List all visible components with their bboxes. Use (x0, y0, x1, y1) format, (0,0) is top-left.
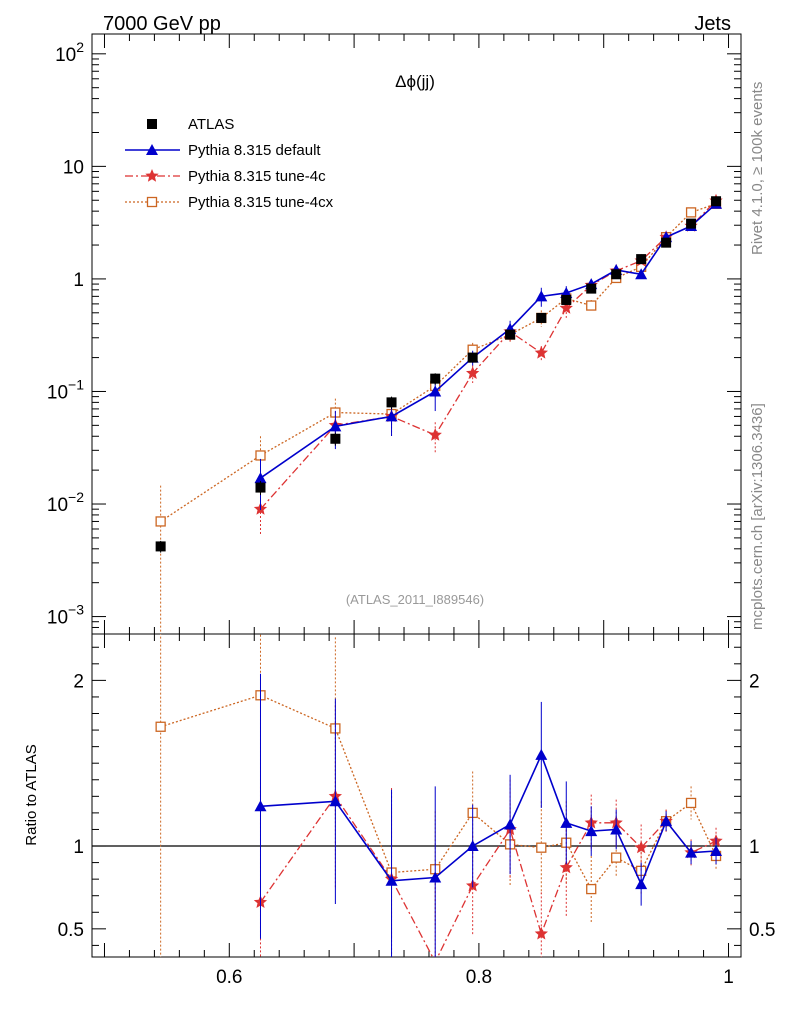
ratio-panel: 0.6 0.8 1 0.5 0.5 1 1 2 2 (58, 633, 775, 988)
ratio-marker-pythia-8-315-tune-4cx (611, 852, 622, 863)
ratio-marker-pythia-8-315-default (685, 846, 698, 858)
ratio-marker-pythia-8-315-default (635, 878, 648, 890)
series-line-pythia-8-315-tune-4cx (160, 203, 717, 522)
ratio-y-label: Ratio to ATLAS (23, 744, 40, 845)
ratio-marker-pythia-8-315-default (329, 795, 342, 807)
ratio-line-pythia-8-315-tune-4cx (160, 694, 717, 891)
marker-atlas (661, 237, 672, 248)
marker-pythia-8-315-default (429, 385, 442, 397)
marker-pythia-8-315-tune-4c (428, 428, 442, 441)
header-right: Jets (694, 13, 731, 35)
y-tick-label-main: 10 (63, 157, 84, 178)
legend-marker-pythia-8-315-tune-4c (145, 169, 159, 182)
marker-atlas (711, 196, 722, 207)
y-tick-label-ratio: 2 (73, 671, 84, 692)
series-line-pythia-8-315-tune-4c (260, 200, 717, 510)
ratio-marker-pythia-8-315-default (610, 823, 623, 835)
y-tick-label-ratio-right: 2 (749, 671, 760, 692)
legend-label-pythia-8-315-tune-4c: Pythia 8.315 tune-4c (188, 168, 326, 185)
y-tick-label-main: 10−1 (47, 376, 84, 403)
ratio-marker-pythia-8-315-tune-4cx (536, 842, 547, 853)
marker-atlas (467, 352, 478, 363)
marker-atlas (586, 283, 597, 294)
ratio-marker-pythia-8-315-default (466, 840, 479, 852)
analysis-tag: (ATLAS_2011_I889546) (346, 592, 484, 607)
ratio-frame-border (91, 633, 742, 958)
marker-atlas (505, 329, 516, 340)
marker-pythia-8-315-default (329, 420, 342, 432)
ratio-plot-area (155, 634, 723, 957)
y-tick-label-main: 10−3 (47, 602, 84, 629)
x-tick-label: 0.6 (216, 967, 242, 988)
ratio-marker-pythia-8-315-default (535, 748, 548, 760)
ratio-marker-pythia-8-315-tune-4cx (155, 721, 166, 732)
ratio-marker-pythia-8-315-default (504, 818, 517, 830)
ratio-marker-pythia-8-315-default (660, 815, 673, 827)
marker-atlas (611, 269, 622, 280)
x-tick-label: 0.8 (466, 967, 492, 988)
ratio-marker-pythia-8-315-default (585, 825, 598, 837)
series-line-pythia-8-315-default (260, 203, 717, 479)
header-left: 7000 GeV pp (103, 13, 221, 35)
marker-atlas (386, 397, 397, 408)
marker-pythia-8-315-tune-4c (466, 366, 480, 379)
chart-title: Δϕ(jj) (395, 72, 435, 91)
marker-atlas (430, 373, 441, 384)
legend-label-pythia-8-315-tune-4cx: Pythia 8.315 tune-4cx (188, 194, 334, 211)
legend: ATLAS Pythia 8.315 default Pythia 8.315 tu… (125, 116, 334, 211)
legend-marker-pythia-8-315-default (146, 144, 158, 155)
marker-pythia-8-315-default (635, 268, 648, 280)
y-tick-label-main: 1 (73, 270, 84, 291)
ratio-marker-pythia-8-315-tune-4c (634, 840, 648, 854)
legend-label-pythia-8-315-default: Pythia 8.315 default (188, 142, 321, 159)
ratio-marker-pythia-8-315-tune-4cx (586, 883, 597, 895)
marker-atlas (686, 218, 697, 229)
marker-pythia-8-315-tune-4c (559, 301, 573, 314)
legend-marker-atlas (147, 119, 157, 129)
ratio-marker-pythia-8-315-default (254, 800, 267, 812)
ratio-line-pythia-8-315-default (260, 752, 717, 887)
marker-atlas (561, 294, 572, 305)
y-tick-label-ratio-right: 0.5 (749, 920, 775, 941)
marker-atlas (255, 482, 266, 493)
main-panel: 10−3 10−2 10−1 1 10 102 (47, 33, 742, 635)
y-tick-label-ratio: 0.5 (58, 920, 84, 941)
marker-atlas (155, 541, 166, 552)
marker-atlas (636, 254, 647, 265)
marker-pythia-8-315-tune-4cx (685, 207, 697, 218)
x-tick-label: 1 (723, 967, 734, 988)
ratio-marker-pythia-8-315-default (560, 816, 573, 828)
marker-atlas (536, 312, 547, 323)
marker-atlas (330, 433, 341, 444)
y-tick-label-ratio: 1 (73, 837, 84, 858)
ratio-marker-pythia-8-315-tune-4c (559, 860, 573, 874)
main-plot-area (155, 193, 723, 634)
marker-pythia-8-315-tune-4cx (586, 300, 597, 311)
marker-pythia-8-315-tune-4c (534, 345, 548, 359)
marker-pythia-8-315-default (254, 472, 267, 484)
marker-pythia-8-315-tune-4cx (155, 516, 166, 527)
legend-marker-pythia-8-315-tune-4cx (146, 196, 158, 208)
marker-pythia-8-315-tune-4cx (255, 450, 266, 461)
y-tick-label-main: 10−2 (47, 489, 84, 516)
ratio-line-pythia-8-315-tune-4c (259, 795, 717, 957)
side-label-top: Rivet 4.1.0, ≥ 100k events (749, 82, 766, 255)
ratio-marker-pythia-8-315-default (710, 844, 723, 856)
marker-pythia-8-315-default (385, 410, 398, 422)
side-label-bottom: mcplots.cern.ch [arXiv:1306.3436] (749, 403, 766, 630)
ratio-marker-pythia-8-315-default (429, 871, 442, 883)
ratio-marker-pythia-8-315-tune-4cx (685, 797, 697, 809)
ratio-marker-pythia-8-315-default (385, 874, 398, 886)
y-tick-label-ratio-right: 1 (749, 837, 760, 858)
legend-label-atlas: ATLAS (188, 116, 234, 133)
y-tick-label-main: 102 (55, 39, 84, 66)
marker-pythia-8-315-default (535, 290, 548, 302)
ratio-marker-pythia-8-315-tune-4c (534, 926, 548, 940)
